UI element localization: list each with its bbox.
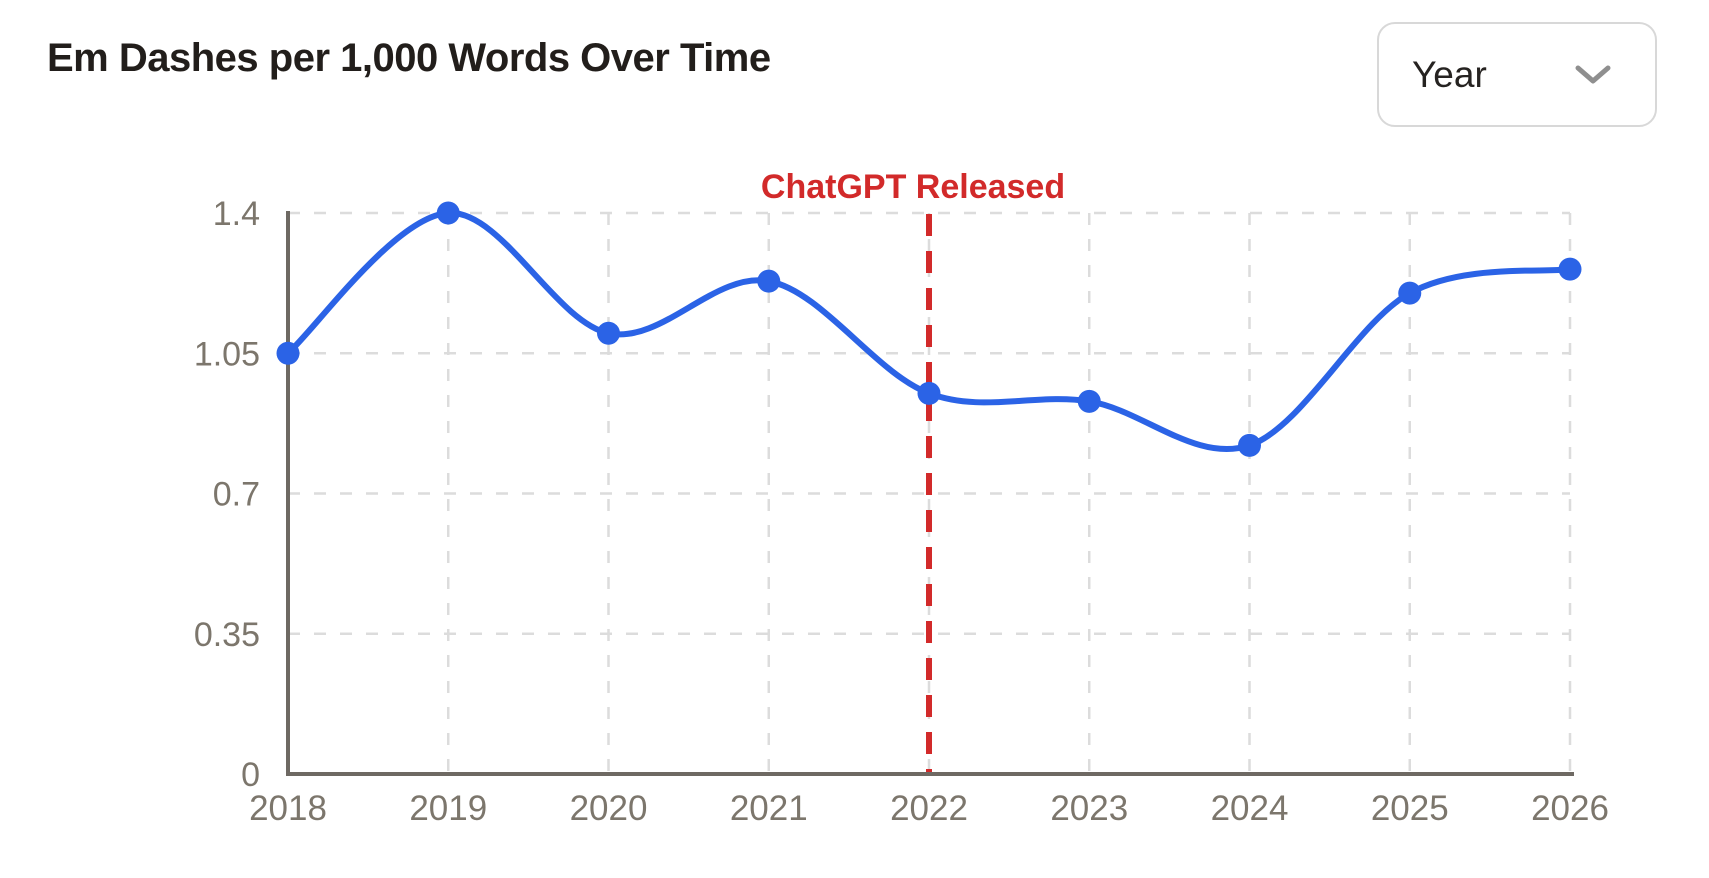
x-tick-label: 2025 (1371, 789, 1449, 828)
data-point (917, 381, 941, 405)
y-tick-label: 0.35 (194, 616, 260, 654)
x-tick-label: 2018 (249, 789, 327, 828)
granularity-dropdown-value: Year (1412, 53, 1487, 95)
y-tick-label: 1.05 (194, 335, 260, 373)
chevron-down-icon (1575, 65, 1611, 83)
data-point (1398, 281, 1422, 305)
x-tick-label: 2020 (570, 789, 648, 828)
series-line (285, 209, 1573, 453)
y-tick-label: 1.4 (213, 195, 260, 233)
x-tick-label: 2023 (1050, 789, 1128, 828)
data-point (1077, 389, 1101, 413)
x-tick-label: 2019 (409, 789, 487, 828)
page-title: Em Dashes per 1,000 Words Over Time (47, 36, 771, 80)
y-tick-label: 0.7 (213, 476, 260, 514)
x-tick-label: 2021 (730, 789, 808, 828)
annotation-label: ChatGPT Released (761, 168, 1065, 206)
x-tick-label: 2022 (890, 789, 968, 828)
data-point (757, 269, 781, 293)
data-point (597, 321, 620, 345)
data-point (1558, 257, 1582, 281)
granularity-dropdown[interactable]: Year (1377, 22, 1657, 127)
x-tick-label: 2026 (1531, 789, 1609, 828)
data-point (436, 201, 460, 225)
data-point (276, 341, 300, 365)
y-tick-label: 0 (241, 756, 260, 794)
x-tick-label: 2024 (1211, 789, 1289, 828)
data-point (1238, 433, 1261, 457)
